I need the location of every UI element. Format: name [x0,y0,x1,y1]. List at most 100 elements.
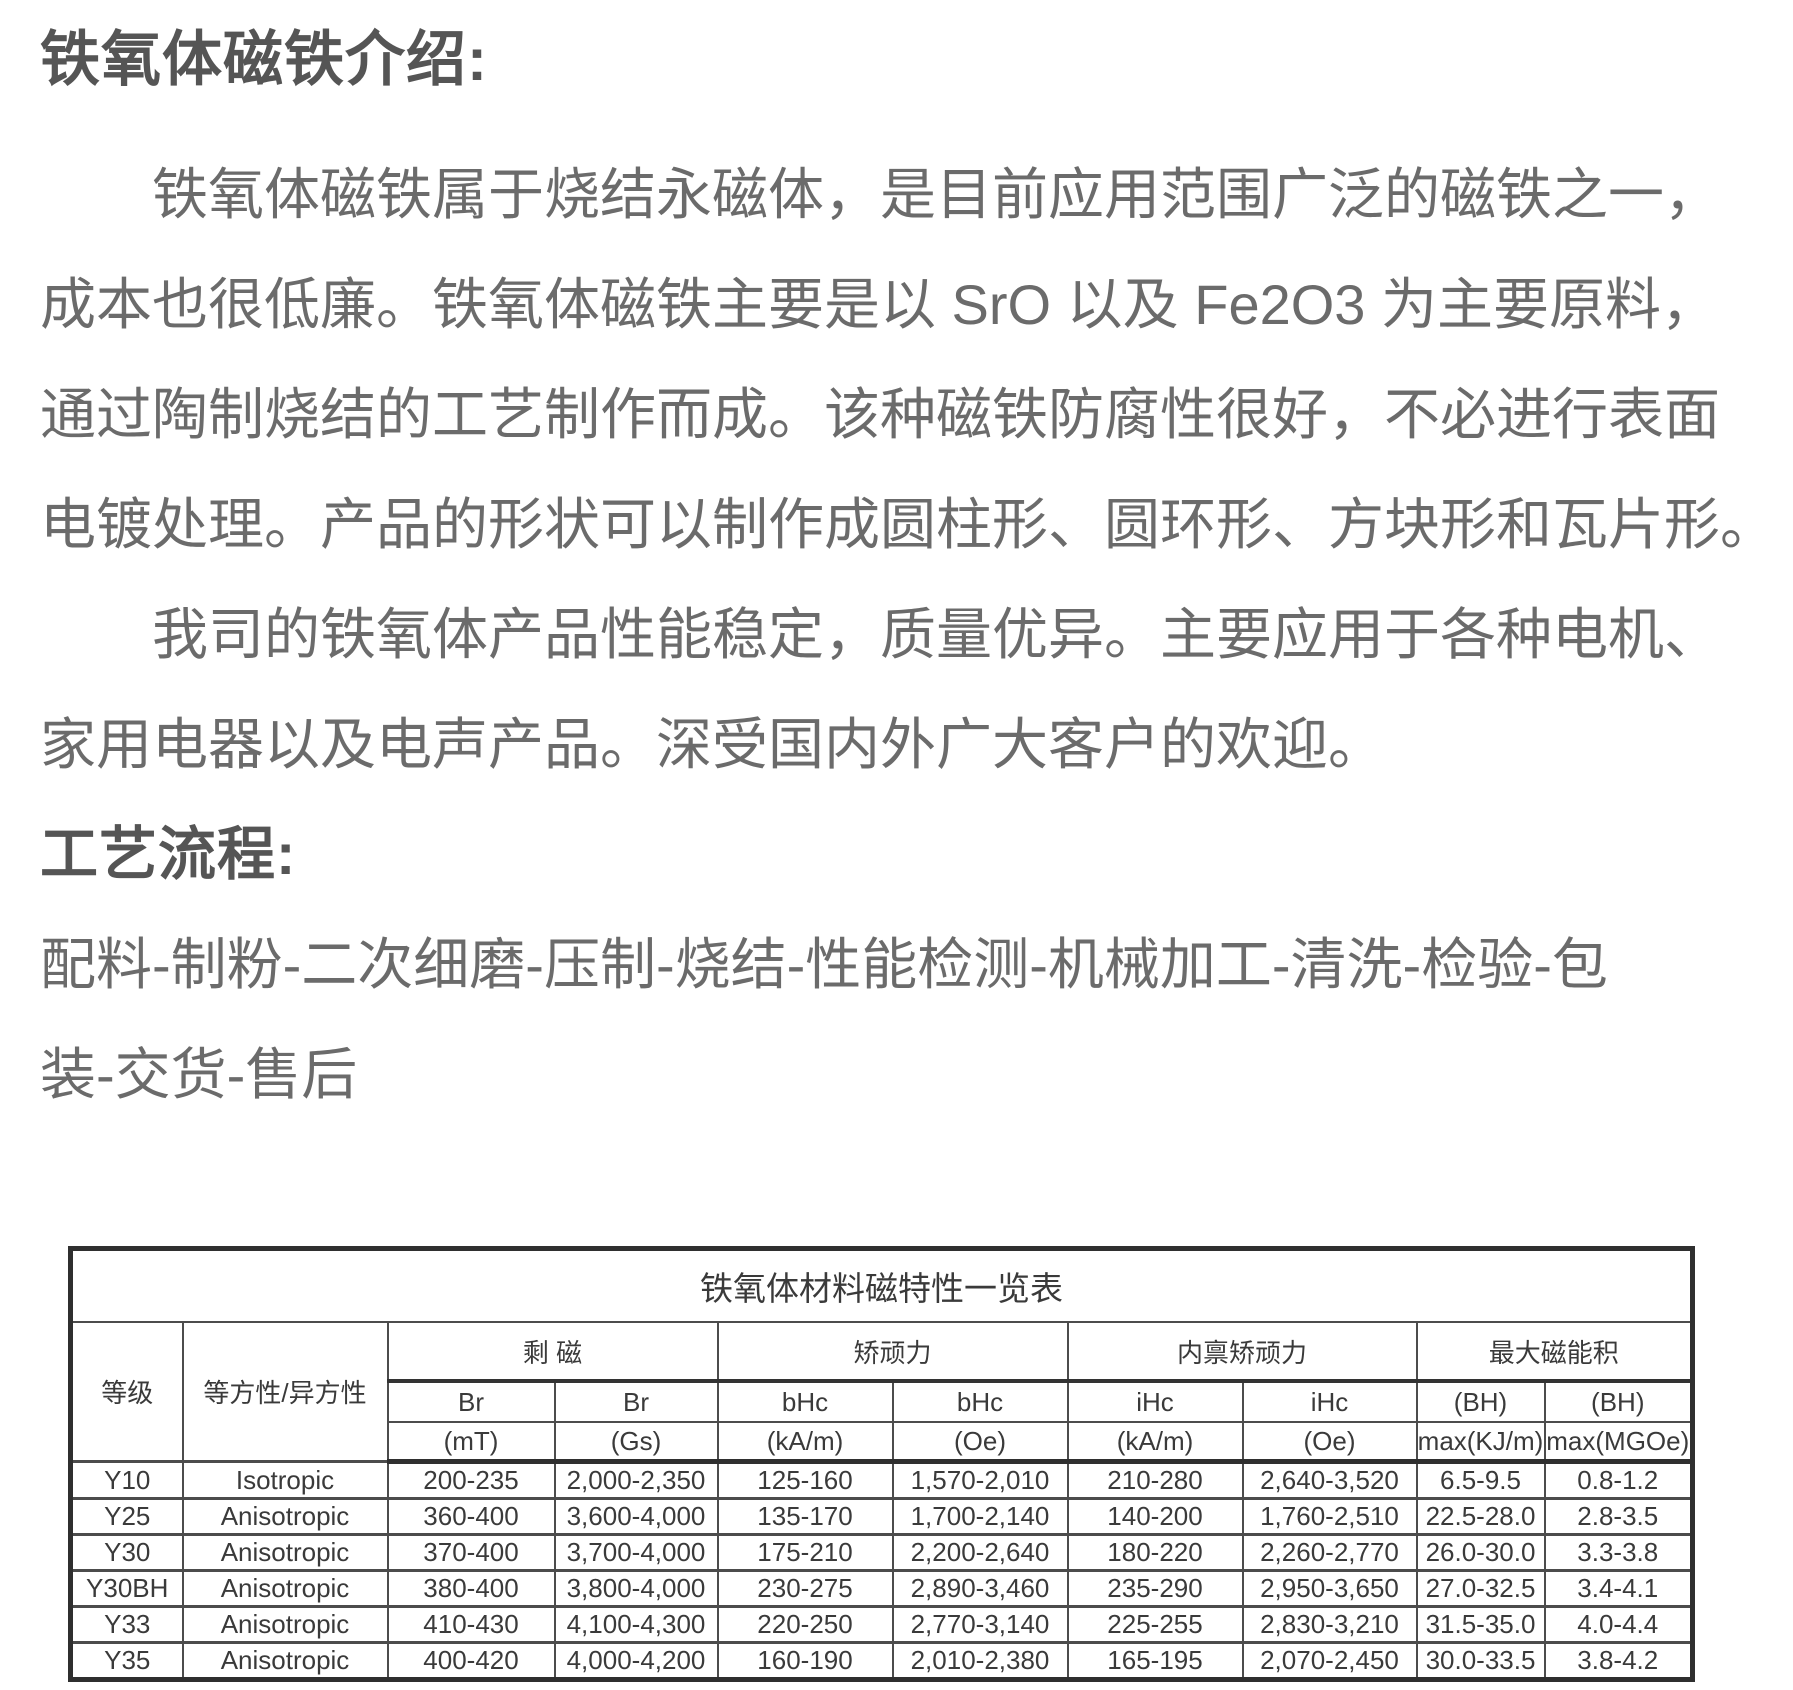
table-cell: 180-220 [1066,1533,1244,1572]
process-heading: 工艺流程: [40,822,297,887]
table-cell: 165-195 [1066,1641,1244,1681]
table-title: 铁氧体材料磁特性一览表 [69,1247,1694,1323]
table-cell: 3,700-4,000 [553,1533,719,1572]
table-cell: 3.4-4.1 [1543,1569,1694,1608]
unit-cell: (kA/m) [716,1421,894,1464]
intro-heading: 铁氧体磁铁介绍: [40,26,488,93]
table-row: Y10 Isotropic 200-235 2,000-2,350 125-160 1,5… [69,1460,1694,1500]
col-header-isotropy: 等方性/异方性 [181,1321,389,1463]
table-cell: 235-290 [1066,1569,1244,1608]
paragraph-line: 成本也很低廉。铁氧体磁铁主要是以 SrO 以及 Fe2O3 为主要原料， [40,273,1717,336]
table-cell: Y10 [69,1460,184,1500]
table-cell: 2,890-3,460 [891,1569,1069,1608]
table-cell: 140-200 [1066,1497,1244,1536]
table-cell: Anisotropic [181,1497,389,1536]
table-subheader-row: Br Br bHc bHc iHc iHc (BH) (BH) [71,1380,1694,1423]
subheader-cell: iHc [1241,1380,1418,1423]
table-cell: 1,760-2,510 [1241,1497,1418,1536]
subheader-cell: Br [553,1380,719,1423]
table-cell: 410-430 [386,1605,556,1644]
table-cell: 200-235 [386,1460,556,1500]
unit-cell: (Gs) [553,1421,719,1464]
table-row: Y25 Anisotropic 360-400 3,600-4,000 135-170 1… [69,1497,1694,1536]
unit-cell: (Oe) [891,1421,1069,1464]
table-cell: 360-400 [386,1497,556,1536]
table-body: Y10 Isotropic 200-235 2,000-2,350 125-160 1,5… [69,1460,1694,1681]
paragraph-line: 电镀处理。产品的形状可以制作成圆柱形、圆环形、方块形和瓦片形。 [40,493,1776,556]
process-line: 配料-制粉-二次细磨-压制-烧结-性能检测-机械加工-清洗-检验-包 [40,933,1608,996]
table-cell: 30.0-33.5 [1415,1641,1546,1681]
table-cell: 26.0-30.0 [1415,1533,1546,1572]
group-header-max-energy-product: 最大磁能积 [1415,1321,1694,1383]
paragraph-line: 我司的铁氧体产品性能稳定，质量优异。主要应用于各种电机、 [152,603,1720,666]
table-cell: 1,700-2,140 [891,1497,1069,1536]
subheader-cell: bHc [891,1380,1069,1423]
table-cell: 4,000-4,200 [553,1641,719,1681]
subheader-cell: (BH) [1543,1380,1694,1423]
process-flow: 配料-制粉-二次细磨-压制-烧结-性能检测-机械加工-清洗-检验-包 装-交货-… [40,910,1763,1130]
table-cell: 135-170 [716,1497,894,1536]
table-cell: 2,830-3,210 [1241,1605,1418,1644]
table-cell: 6.5-9.5 [1415,1460,1546,1500]
table-cell: 2,260-2,770 [1241,1533,1418,1572]
table-cell: Isotropic [181,1460,389,1500]
magnetic-properties-table: 铁氧体材料磁特性一览表 等级 等方性/异方性 剩 磁 矫顽力 内禀矫顽力 最大磁… [68,1246,1696,1682]
table-cell: 4.0-4.4 [1543,1605,1694,1644]
table-cell: 2,070-2,450 [1241,1641,1418,1681]
table-cell: 2,640-3,520 [1241,1460,1418,1500]
table-row: Y33 Anisotropic 410-430 4,100-4,300 220-250 2… [69,1605,1694,1644]
table-cell: 2,950-3,650 [1241,1569,1418,1608]
table-cell: 22.5-28.0 [1415,1497,1546,1536]
table-cell: Anisotropic [181,1605,389,1644]
paragraph-line: 通过陶制烧结的工艺制作而成。该种磁铁防腐性很好，不必进行表面 [40,383,1720,446]
table-cell: 3,600-4,000 [553,1497,719,1536]
table-row: Y35 Anisotropic 400-420 4,000-4,200 160-190 2… [69,1641,1694,1681]
table-cell: 225-255 [1066,1605,1244,1644]
group-header-remanence: 剩 磁 [386,1321,719,1383]
table-cell: 27.0-32.5 [1415,1569,1546,1608]
table-cell: 160-190 [716,1641,894,1681]
paragraph-line: 铁氧体磁铁属于烧结永磁体，是目前应用范围广泛的磁铁之一， [152,163,1720,226]
table-cell: Y25 [69,1497,184,1536]
table-cell: 3,800-4,000 [553,1569,719,1608]
subheader-cell: (BH) [1415,1380,1546,1423]
table-cell: 2,770-3,140 [891,1605,1069,1644]
table-cell: 230-275 [716,1569,894,1608]
table-title-row: 铁氧体材料磁特性一览表 [69,1247,1694,1323]
table-cell: Y33 [69,1605,184,1644]
table-row: Y30 Anisotropic 370-400 3,700-4,000 175-210 2… [69,1533,1694,1572]
process-line: 装-交货-售后 [40,1043,358,1106]
table-cell: 1,570-2,010 [891,1460,1069,1500]
table-cell: 0.8-1.2 [1543,1460,1694,1500]
table-cell: 175-210 [716,1533,894,1572]
intro-paragraph-2: 我司的铁氧体产品性能稳定，质量优异。主要应用于各种电机、 家用电器以及电声产品。… [40,580,1763,800]
table-cell: 2,200-2,640 [891,1533,1069,1572]
table-cell: Anisotropic [181,1641,389,1681]
table-group-header-row: 等级 等方性/异方性 剩 磁 矫顽力 内禀矫顽力 最大磁能积 [69,1321,1694,1463]
table-row: Y30BH Anisotropic 380-400 3,800-4,000 230-27… [69,1569,1694,1608]
table-cell: 2,010-2,380 [891,1641,1069,1681]
table-cell: 220-250 [716,1605,894,1644]
col-header-grade: 等级 [69,1321,184,1463]
table-cell: Y30 [69,1533,184,1572]
table-cell: Y30BH [69,1569,184,1608]
unit-cell: (kA/m) [1066,1421,1244,1464]
group-header-intrinsic-coercivity: 内禀矫顽力 [1066,1321,1418,1383]
table-cell: Anisotropic [181,1533,389,1572]
table-cell: 2,000-2,350 [553,1460,719,1500]
table-cell: 4,100-4,300 [553,1605,719,1644]
table-cell: 380-400 [386,1569,556,1608]
subheader-cell: iHc [1066,1380,1244,1423]
table-cell: 31.5-35.0 [1415,1605,1546,1644]
unit-cell: max(KJ/m) [1415,1421,1546,1464]
unit-cell: max(MGOe) [1543,1421,1694,1464]
table-cell: 210-280 [1066,1460,1244,1500]
table-cell: 3.3-3.8 [1543,1533,1694,1572]
table-cell: 2.8-3.5 [1543,1497,1694,1536]
intro-paragraph-1: 铁氧体磁铁属于烧结永磁体，是目前应用范围广泛的磁铁之一， 成本也很低廉。铁氧体磁… [40,140,1776,580]
paragraph-line: 家用电器以及电声产品。深受国内外广大客户的欢迎。 [40,713,1384,776]
subheader-cell: Br [386,1380,556,1423]
group-header-coercivity: 矫顽力 [716,1321,1069,1383]
unit-cell: (Oe) [1241,1421,1418,1464]
